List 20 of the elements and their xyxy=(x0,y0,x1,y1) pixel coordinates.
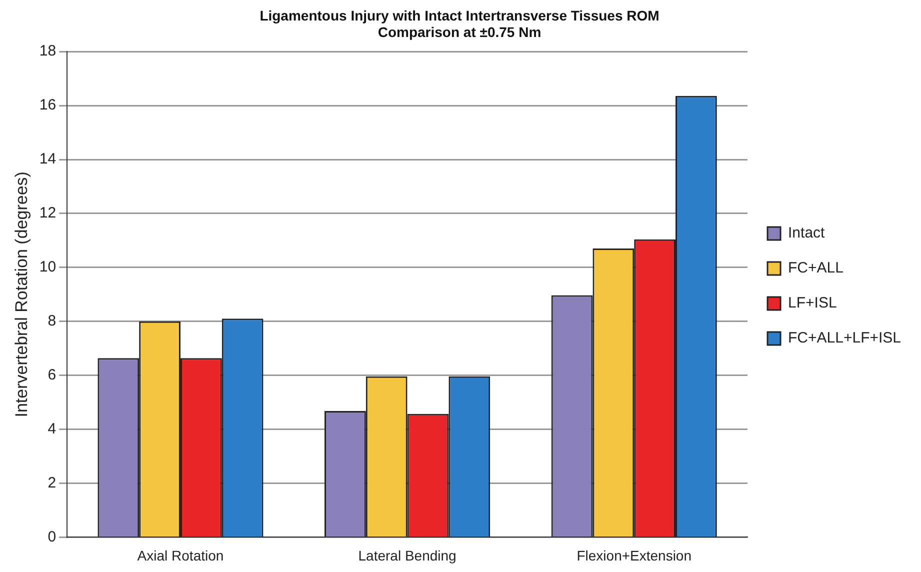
legend-label: FC+ALL+LF+ISL xyxy=(788,330,901,347)
y-tick-label: 14 xyxy=(39,150,56,168)
text: Ligamentous Injury with Intact Intertransverse Tissues ROM xyxy=(260,7,660,24)
y-tick-label: 0 xyxy=(48,528,56,546)
y-axis-title: Intervertebral Rotation (degrees) xyxy=(12,172,31,418)
x-tick-label: Axial Rotation xyxy=(137,547,224,564)
y-tick-label: 4 xyxy=(48,420,56,438)
text: Comparison at ±0.75 Nm xyxy=(378,24,542,40)
legend-label: LF+ISL xyxy=(788,294,837,312)
y-tick-label: 8 xyxy=(48,312,56,330)
y-tick-label: 6 xyxy=(48,366,56,384)
legend-label: FC+ALL xyxy=(788,260,844,277)
y-tick-label: 10 xyxy=(39,258,56,276)
legend-label: Intact xyxy=(788,224,826,242)
x-tick-label: Lateral Bending xyxy=(358,547,456,564)
y-tick-label: 2 xyxy=(48,474,56,492)
y-tick-label: 18 xyxy=(39,42,56,60)
y-tick-label: 16 xyxy=(39,96,56,114)
x-tick-label: Flexion+Extension xyxy=(576,547,692,564)
y-tick-label: 12 xyxy=(39,204,56,222)
